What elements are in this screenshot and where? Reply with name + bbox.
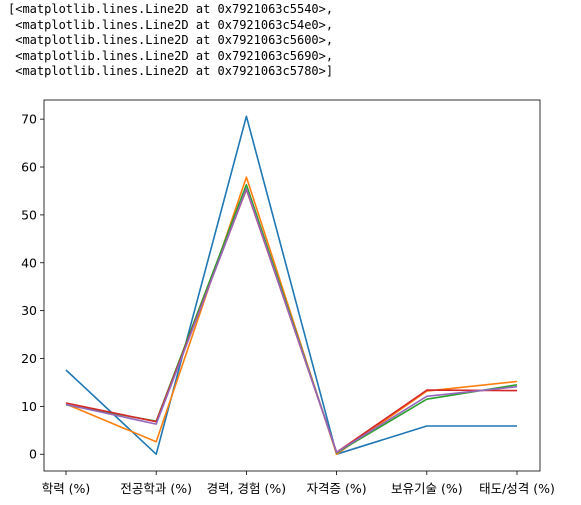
x-axis: 학력 (%) 전공학과 (%) 경력, 경험 (%) 자격증 (%) 보유기술 (%) 태… xyxy=(42,471,555,496)
y-tick-label-40: 40 xyxy=(21,255,37,270)
x-tick-label-2: 전공학과 (%) xyxy=(120,481,192,496)
y-tick-label-70: 70 xyxy=(21,112,37,127)
series-layer xyxy=(65,115,518,456)
series-line-2 xyxy=(65,176,518,456)
repr-line-2: <matplotlib.lines.Line2D at 0x7921063c54… xyxy=(8,17,334,32)
x-tick-label-5: 보유기술 (%) xyxy=(391,481,463,496)
repr-line-5: <matplotlib.lines.Line2D at 0x7921063c57… xyxy=(8,64,334,78)
y-tick-label-10: 10 xyxy=(21,399,37,414)
y-tick-label-60: 60 xyxy=(21,160,37,175)
y-axis: 0 10 20 30 40 50 60 70 xyxy=(21,112,44,462)
x-tick-label-3: 경력, 경험 (%) xyxy=(207,481,287,496)
y-tick-label-20: 20 xyxy=(21,351,37,366)
series-line-5 xyxy=(65,187,518,454)
plot-frame xyxy=(43,99,541,472)
series-line-1 xyxy=(65,115,517,456)
repr-output: [<matplotlib.lines.Line2D at 0x7921063c5… xyxy=(8,2,333,80)
repr-line-1: [<matplotlib.lines.Line2D at 0x7921063c5… xyxy=(8,2,334,16)
x-tick-label-6: 태도/성격 (%) xyxy=(479,481,555,496)
y-tick-label-50: 50 xyxy=(21,207,37,222)
repr-line-4: <matplotlib.lines.Line2D at 0x7921063c56… xyxy=(8,48,334,63)
x-tick-label-1: 학력 (%) xyxy=(42,481,91,496)
y-tick-label-0: 0 xyxy=(29,447,37,462)
y-tick-label-30: 30 xyxy=(21,303,37,318)
repr-line-3: <matplotlib.lines.Line2D at 0x7921063c56… xyxy=(8,33,334,47)
x-tick-label-4: 자격증 (%) xyxy=(307,481,367,496)
